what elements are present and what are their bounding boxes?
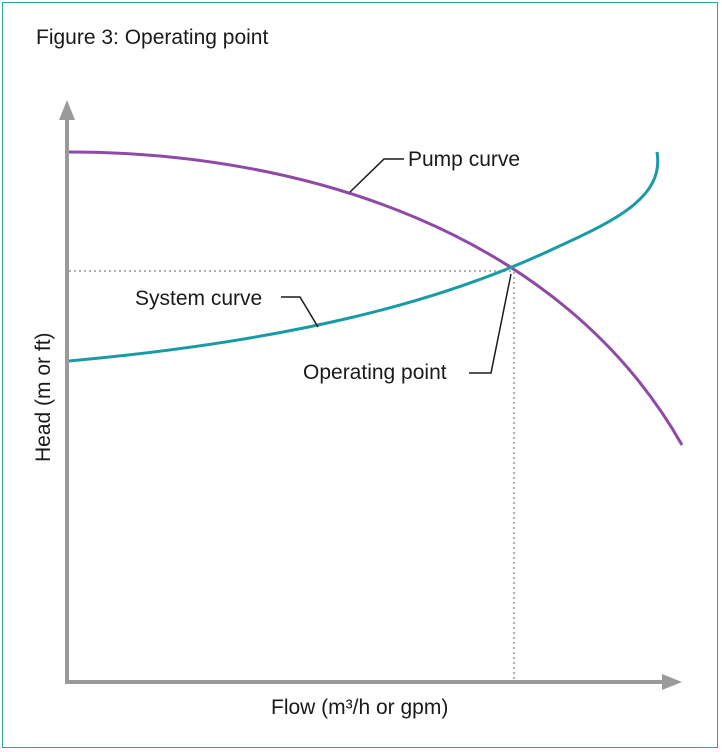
- figure-title: Figure 3: Operating point: [36, 26, 269, 49]
- x-axis-label: Flow (m³/h or gpm): [271, 696, 448, 719]
- system-curve: [68, 151, 660, 363]
- pump-curve-leader: [349, 158, 404, 193]
- pump-curve-label: Pump curve: [408, 148, 520, 171]
- system-curve-leader: [281, 296, 319, 328]
- operating-point-label: Operating point: [303, 361, 447, 384]
- operating-point-leader: [469, 273, 512, 374]
- x-axis-arrow: [662, 674, 682, 690]
- y-axis-arrow: [59, 100, 75, 120]
- system-curve-label: System curve: [135, 287, 262, 310]
- y-axis-label: Head (m or ft): [32, 332, 55, 462]
- pump-curve: [68, 150, 684, 446]
